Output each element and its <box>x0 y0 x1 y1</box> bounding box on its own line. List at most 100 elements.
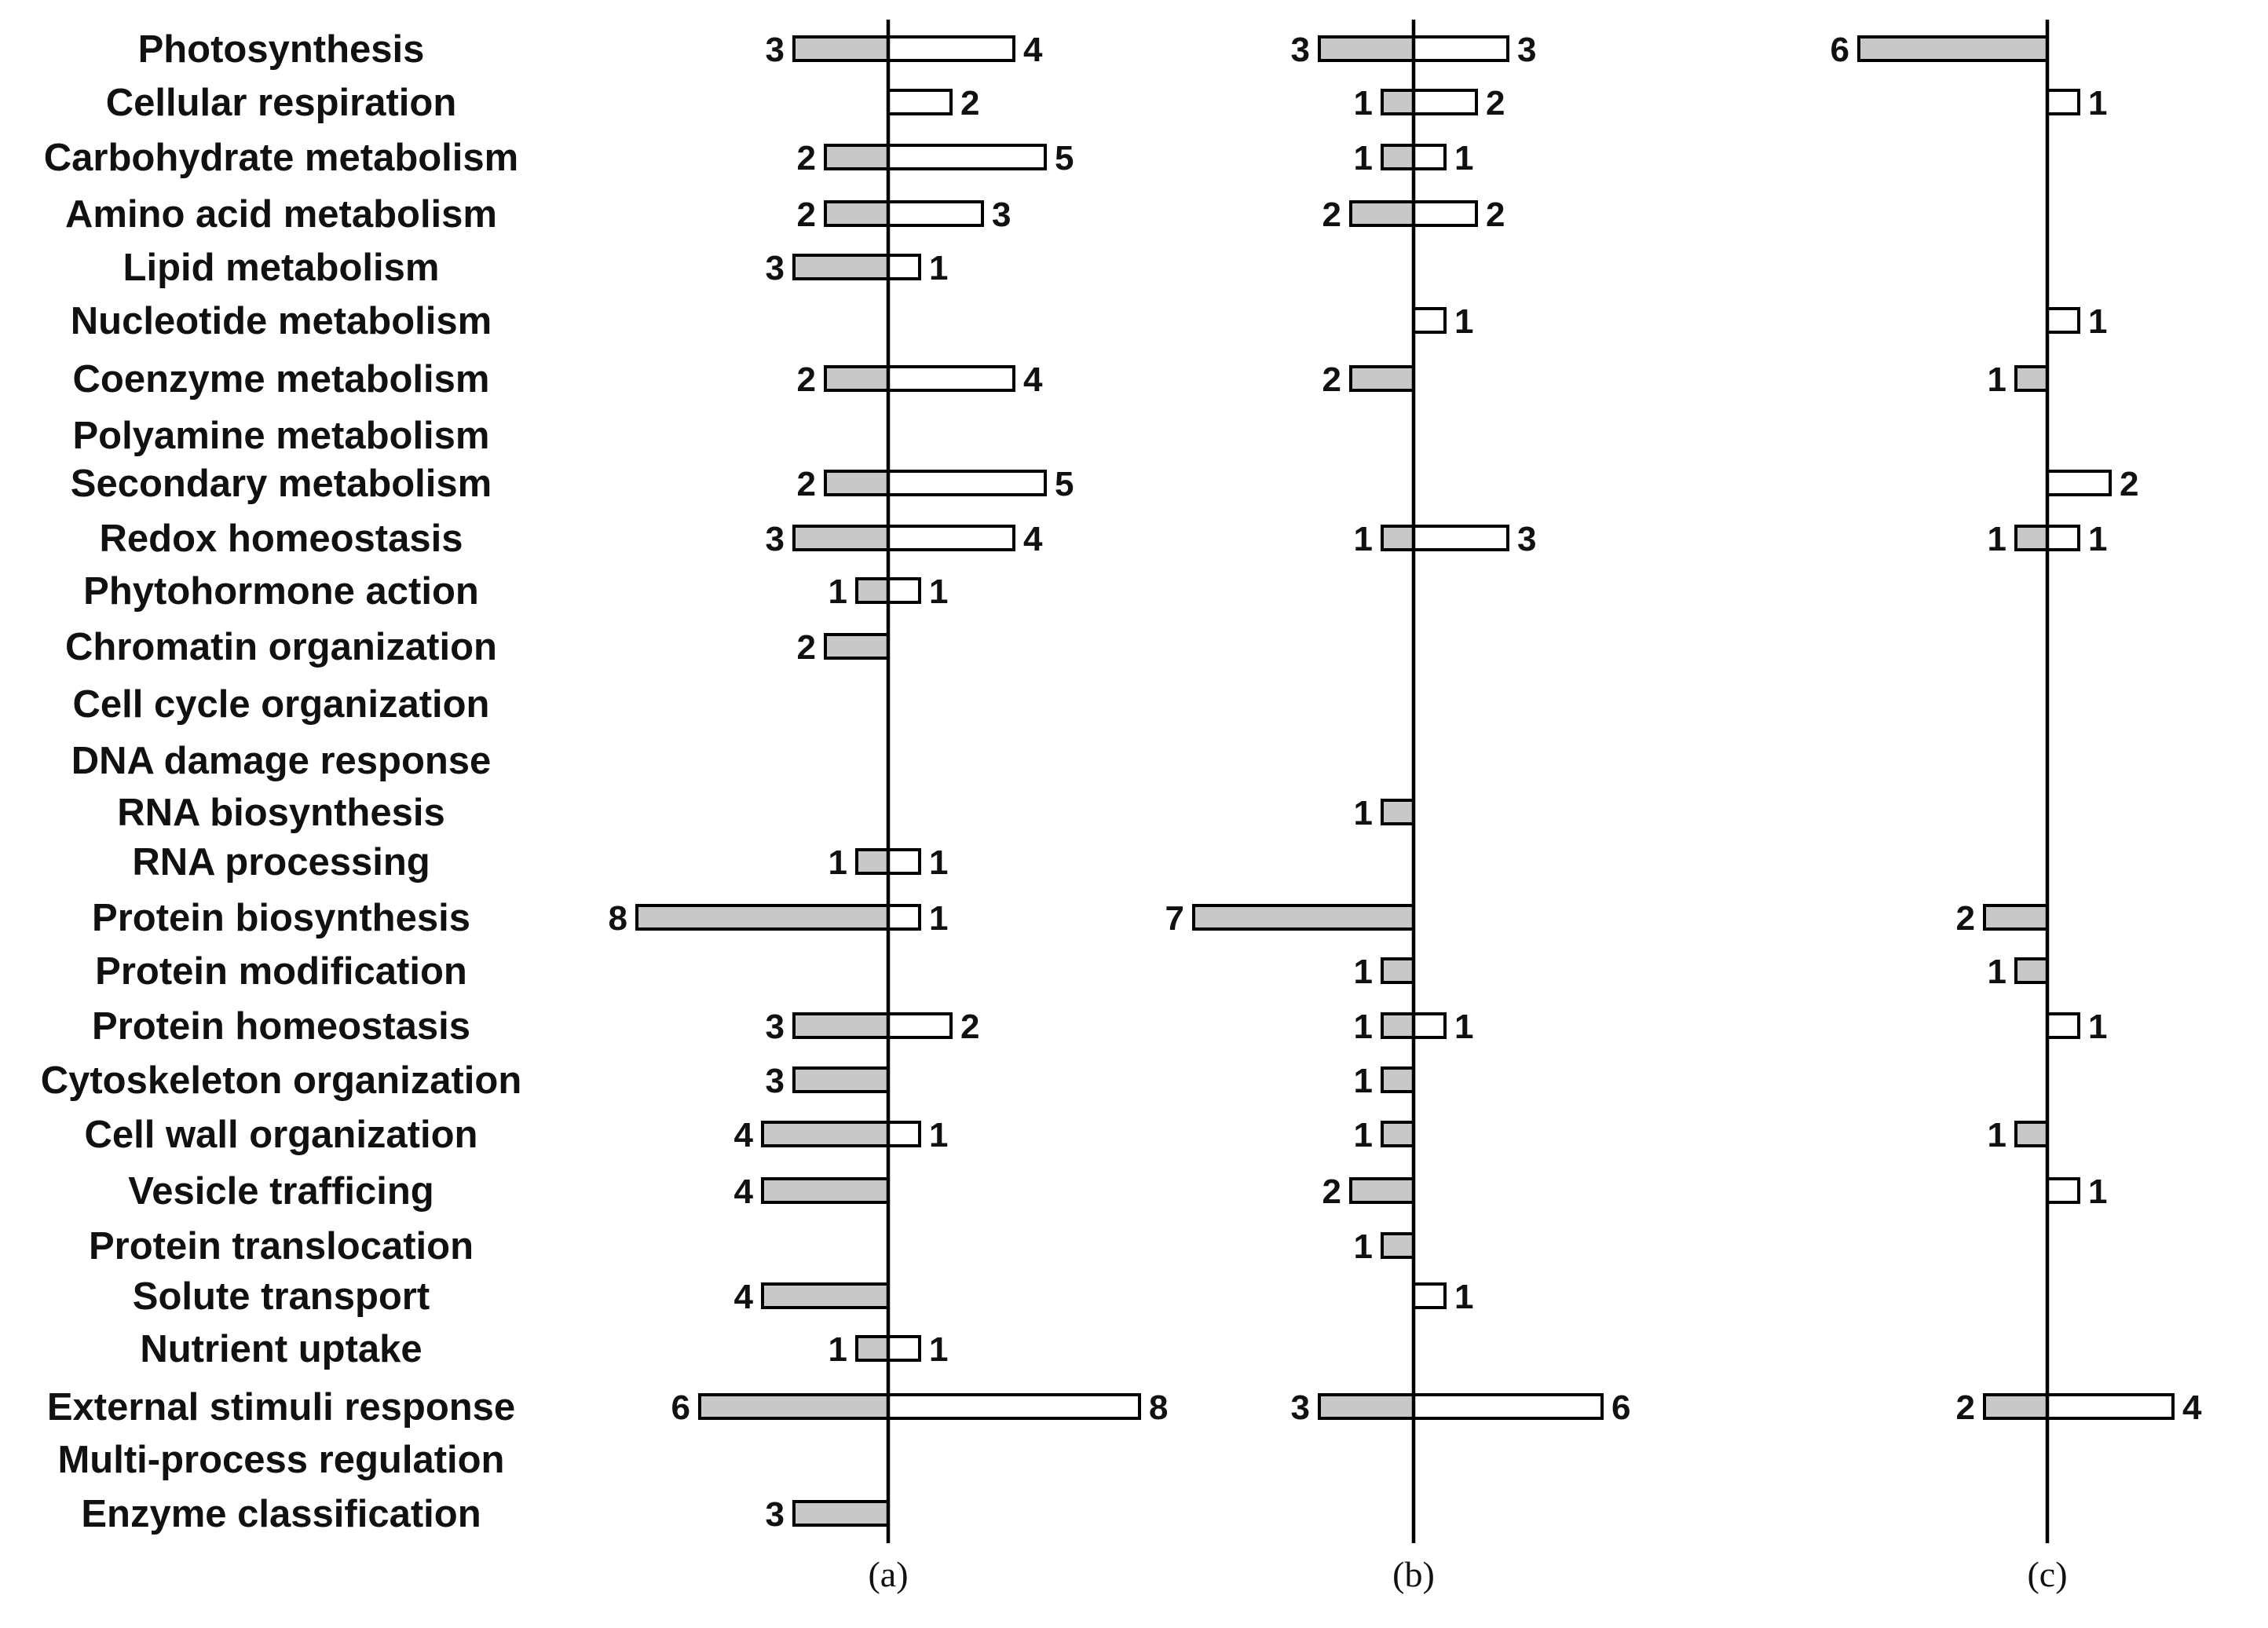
bar-up <box>1412 307 1447 334</box>
bar-up <box>1412 1393 1604 1420</box>
bar-up <box>1412 525 1509 551</box>
value-label-down: 3 <box>766 31 785 69</box>
value-label-down: 6 <box>1831 31 1849 69</box>
bar-down <box>792 1012 890 1039</box>
category-label: Cell cycle organization <box>73 683 490 726</box>
bar-up <box>2046 525 2080 551</box>
category-label: Nutrient uptake <box>140 1328 422 1370</box>
bar-up <box>1412 200 1478 227</box>
bar-down <box>855 848 890 875</box>
bar-up <box>1412 1012 1447 1039</box>
value-label-down: 1 <box>1354 794 1373 832</box>
bar-up <box>1412 35 1509 62</box>
bar-up <box>2046 1393 2175 1420</box>
bar-down <box>1983 904 2049 931</box>
value-label-up: 1 <box>1454 139 1473 177</box>
value-label-down: 1 <box>1354 1062 1373 1100</box>
bar-up <box>2046 1012 2080 1039</box>
value-label-up: 1 <box>1454 302 1473 341</box>
category-label: Nucleotide metabolism <box>71 300 492 342</box>
category-label: Redox homeostasis <box>100 518 463 560</box>
value-label-down: 3 <box>1291 31 1310 69</box>
value-label-down: 1 <box>1354 1227 1373 1266</box>
value-label-down: 2 <box>1956 1388 1975 1427</box>
category-label: Cell wall organization <box>85 1114 478 1156</box>
value-label-up: 3 <box>1517 520 1536 558</box>
bar-down <box>1192 904 1415 931</box>
category-label: Lipid metabolism <box>123 247 440 289</box>
value-label-up: 2 <box>2120 465 2138 503</box>
bar-up <box>2046 470 2112 496</box>
bar-down <box>761 1177 890 1204</box>
value-label-up: 1 <box>929 1330 948 1369</box>
bar-up <box>2046 1177 2080 1204</box>
bar-down <box>1381 799 1415 825</box>
category-label: Polyamine metabolism <box>72 415 489 457</box>
bar-up <box>887 89 953 115</box>
bar-down <box>1983 1393 2049 1420</box>
bar-up <box>887 1393 1141 1420</box>
category-label: DNA damage response <box>71 740 492 782</box>
bar-up <box>2046 89 2080 115</box>
value-label-up: 1 <box>2088 520 2107 558</box>
bar-up <box>887 577 921 604</box>
bar-up <box>1412 1282 1447 1309</box>
category-label: Cytoskeleton organization <box>41 1059 522 1102</box>
value-label-up: 8 <box>1149 1388 1168 1427</box>
value-label-down: 2 <box>797 628 816 667</box>
value-label-down: 4 <box>734 1116 754 1154</box>
bar-up <box>887 525 1015 551</box>
bar-up <box>2046 307 2080 334</box>
bar-down <box>1349 200 1415 227</box>
value-label-down: 1 <box>1988 360 2006 399</box>
value-label-down: 8 <box>609 899 627 938</box>
value-label-up: 2 <box>960 84 979 123</box>
category-label: Photosynthesis <box>138 28 425 71</box>
value-label-up: 1 <box>2088 1173 2107 1211</box>
value-label-up: 1 <box>2088 302 2107 341</box>
value-label-up: 1 <box>929 899 948 938</box>
value-label-down: 2 <box>797 465 816 503</box>
value-label-down: 1 <box>1354 520 1373 558</box>
bar-up <box>1412 89 1478 115</box>
value-label-down: 1 <box>829 573 847 611</box>
bar-down <box>1318 1393 1415 1420</box>
bar-down <box>792 254 890 280</box>
category-label: Amino acid metabolism <box>65 193 497 236</box>
value-label-down: 4 <box>734 1278 754 1316</box>
value-label-down: 2 <box>1322 360 1341 399</box>
value-label-down: 1 <box>1988 520 2006 558</box>
value-label-down: 2 <box>1322 1173 1341 1211</box>
bar-down <box>855 1335 890 1362</box>
category-label: Phytohormone action <box>83 570 479 613</box>
value-label-up: 2 <box>1486 196 1505 234</box>
panel-label: (b) <box>1392 1554 1435 1594</box>
bar-up <box>887 35 1015 62</box>
value-label-down: 1 <box>1988 1116 2006 1154</box>
value-label-up: 3 <box>992 196 1011 234</box>
value-label-down: 2 <box>1956 899 1975 938</box>
bar-up <box>887 144 1047 170</box>
bar-down <box>824 144 890 170</box>
bar-down <box>792 525 890 551</box>
bar-up <box>887 848 921 875</box>
category-label: Solute transport <box>133 1275 430 1318</box>
category-label: Enzyme classification <box>81 1493 481 1535</box>
bar-down <box>824 200 890 227</box>
bar-down <box>792 1500 890 1527</box>
value-label-up: 4 <box>1023 360 1043 399</box>
bar-down <box>1381 525 1415 551</box>
value-label-down: 1 <box>1354 953 1373 991</box>
value-label-up: 5 <box>1055 465 1074 503</box>
category-label: Secondary metabolism <box>71 463 492 505</box>
value-label-up: 1 <box>929 843 948 882</box>
bar-up <box>887 365 1015 392</box>
category-label: Protein biosynthesis <box>92 897 470 939</box>
bar-down <box>792 1066 890 1093</box>
panel-label: (c) <box>2027 1554 2067 1594</box>
category-label: Cellular respiration <box>106 82 457 124</box>
category-label: Protein modification <box>95 950 467 993</box>
bar-down <box>1381 957 1415 984</box>
bar-down <box>1381 1066 1415 1093</box>
